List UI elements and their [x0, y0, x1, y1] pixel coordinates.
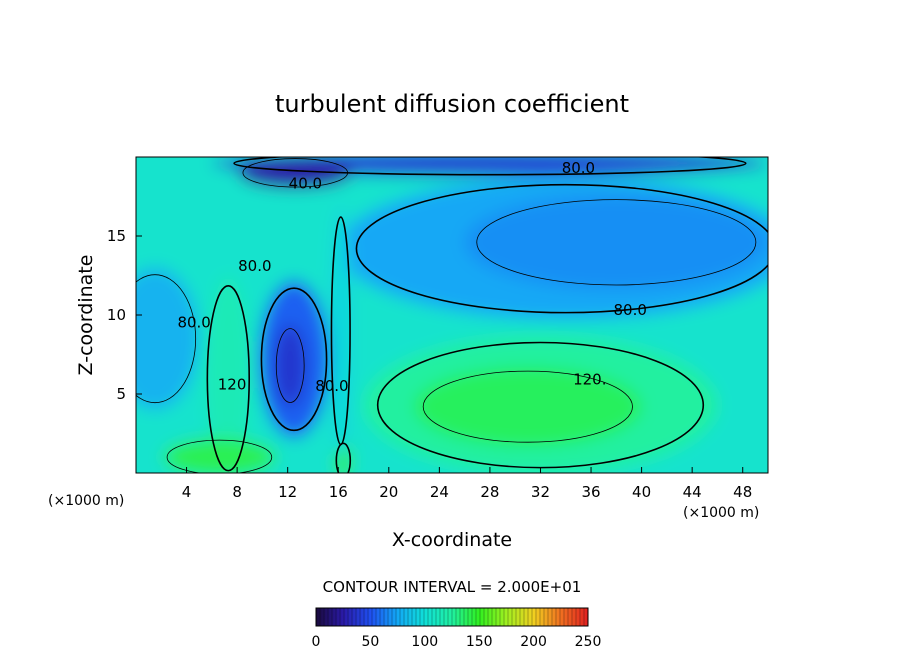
colorbar-ramp: [315, 607, 589, 627]
contour-label: 40.0: [289, 175, 322, 193]
x-tick-label: 28: [480, 483, 499, 501]
contour-line: [422, 370, 633, 443]
y-axis-ticks: 5 10 15: [107, 227, 142, 403]
contour-line: [476, 199, 757, 286]
y-tick-label: 15: [107, 227, 126, 245]
colorbar-hatch: [319, 608, 585, 626]
contour-labels: 80.0 40.0 80.0 80.0 80.0 120. 120 80.0: [177, 159, 646, 395]
x-tick-label: 8: [232, 483, 242, 501]
colorbar-tick-label: 150: [466, 634, 493, 650]
x-tick-label: 24: [430, 483, 449, 501]
contour-line: [335, 442, 352, 473]
color-field: [136, 157, 768, 473]
contour-label: 120.: [573, 371, 606, 389]
contour-label: 80.0: [614, 301, 647, 319]
x-tick-label: 4: [182, 483, 192, 501]
x-unit-left: (×1000 m): [48, 493, 124, 509]
colorbar-tick-label: 200: [520, 634, 547, 650]
region-plume-left: [205, 275, 252, 473]
region-upper-core: [464, 194, 768, 290]
colorbar: 0 50 100 150 200 250: [312, 607, 602, 650]
contour-line: [260, 287, 328, 432]
y-tick-label: 10: [107, 306, 126, 324]
colorbar-ticks: 0 50 100 150 200 250: [312, 634, 602, 650]
x-tick-label: 44: [683, 483, 702, 501]
colorbar-tick-label: 250: [575, 634, 602, 650]
contour-line: [242, 158, 348, 188]
plot-area: 80.0 40.0 80.0 80.0 80.0 120. 120 80.0: [136, 157, 768, 473]
region-left-blob: [136, 267, 200, 410]
region-mid-core: [275, 324, 306, 407]
chart-title: turbulent diffusion coefficient: [275, 90, 629, 118]
region-stem-light: [330, 204, 351, 458]
x-tick-label: 36: [581, 483, 600, 501]
region-upper-dark-arc: [238, 157, 353, 189]
colorbar-tick-label: 50: [361, 634, 379, 650]
contour-line: [330, 216, 351, 446]
contour-label: 120: [218, 375, 247, 393]
contour-label: 80.0: [315, 377, 348, 395]
contour-line: [206, 284, 251, 472]
x-tick-label: 12: [278, 483, 297, 501]
region-plume-base: [162, 438, 277, 473]
x-axis-label: X-coordinate: [392, 529, 512, 551]
contour-line: [233, 157, 747, 176]
y-axis-label: Z-coordinate: [75, 255, 97, 376]
x-tick-label: 48: [733, 483, 752, 501]
contour-label: 80.0: [177, 314, 210, 332]
contour-interval-text: CONTOUR INTERVAL = 2.000E+01: [323, 578, 582, 596]
colorbar-tick-label: 100: [411, 634, 438, 650]
contour-label: 80.0: [238, 257, 271, 275]
x-tick-label: 20: [379, 483, 398, 501]
contour-line: [275, 328, 305, 403]
x-axis-ticks: 4 8 12 16 20 24 28 32 36 40 44 48: [182, 467, 752, 501]
colorbar-tick-label: 0: [312, 634, 321, 650]
x-unit-right: (×1000 m): [683, 505, 759, 521]
region-lower-core: [414, 367, 642, 447]
y-tick-label: 5: [116, 385, 126, 403]
x-tick-label: 16: [329, 483, 348, 501]
contour-line: [166, 439, 273, 473]
contour-line: [136, 274, 197, 404]
contour-line: [355, 183, 768, 314]
contour-label: 80.0: [562, 159, 595, 177]
x-tick-label: 32: [531, 483, 550, 501]
x-tick-label: 40: [632, 483, 651, 501]
